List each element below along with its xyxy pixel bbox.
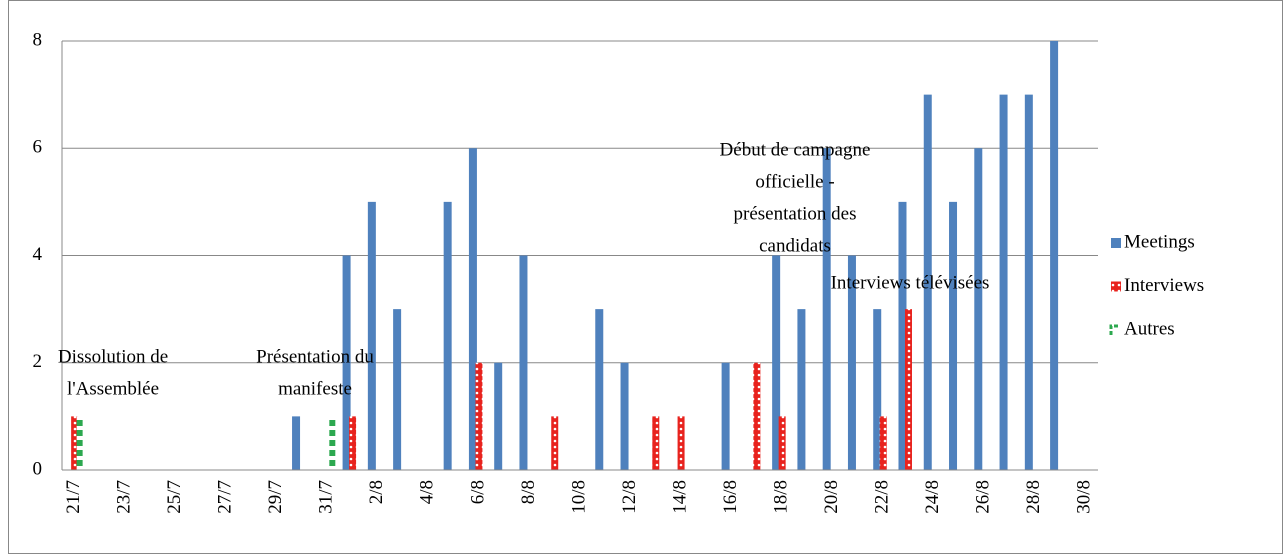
bar (974, 148, 983, 470)
bar (999, 94, 1008, 470)
bar (292, 416, 301, 470)
bar (443, 201, 452, 470)
x-tick-label: 23/7 (114, 480, 135, 514)
y-tick-label: 0 (33, 458, 43, 479)
legend-label: Interviews (1124, 275, 1204, 296)
annotation: manifeste (278, 378, 352, 399)
bar (797, 309, 806, 470)
annotation: candidats (759, 235, 831, 256)
bar (847, 255, 856, 470)
bar (904, 309, 912, 470)
x-tick-label: 31/7 (316, 480, 337, 514)
bar (468, 148, 477, 470)
bar (494, 362, 503, 470)
x-tick-label: 25/7 (164, 480, 185, 514)
annotation: Dissolution de (58, 346, 168, 367)
annotation: officielle - (755, 171, 834, 192)
x-tick-label: 16/8 (720, 480, 741, 514)
bar (393, 309, 402, 470)
bar (772, 255, 781, 470)
x-tick-label: 10/8 (568, 480, 589, 514)
bar (898, 201, 907, 470)
x-tick-label: 4/8 (417, 480, 438, 504)
bar (76, 416, 83, 470)
x-tick-label: 8/8 (518, 480, 539, 504)
x-tick-label: 26/8 (973, 480, 994, 514)
bar (721, 362, 730, 470)
x-tick-label: 24/8 (922, 480, 943, 514)
x-tick-label: 22/8 (872, 480, 893, 514)
x-tick-label: 12/8 (619, 480, 640, 514)
bar (71, 416, 79, 470)
bar (873, 309, 882, 470)
bar (519, 255, 528, 470)
bar (551, 416, 559, 470)
legend-marker (1109, 324, 1120, 335)
bar (475, 362, 483, 470)
bar (879, 416, 887, 470)
y-tick-label: 2 (33, 351, 43, 372)
bar (677, 416, 685, 470)
legend-label: Meetings (1124, 231, 1195, 252)
x-tick-label: 20/8 (821, 480, 842, 514)
y-tick-label: 6 (33, 137, 43, 158)
bar (342, 255, 351, 470)
annotation: Interviews télévisées (831, 272, 990, 293)
legend-marker (1111, 281, 1121, 292)
x-tick-label: 21/7 (63, 480, 84, 514)
annotation: Début de campagne (720, 139, 871, 160)
bar (329, 416, 336, 470)
bar (1050, 41, 1059, 470)
bar (367, 201, 376, 470)
annotation: présentation des (734, 203, 857, 224)
bar (753, 362, 761, 470)
bar (949, 201, 958, 470)
x-tick-label: 28/8 (1023, 480, 1044, 514)
bar (778, 416, 786, 470)
x-tick-label: 29/7 (265, 480, 286, 514)
bar (822, 148, 831, 470)
bar (349, 416, 357, 470)
x-tick-label: 18/8 (771, 480, 792, 514)
bar (652, 416, 660, 470)
y-tick-label: 8 (33, 29, 43, 50)
annotation: Présentation du (256, 346, 374, 367)
x-tick-label: 14/8 (669, 480, 690, 514)
bar (1024, 94, 1033, 470)
bar (595, 309, 604, 470)
x-tick-label: 2/8 (366, 480, 387, 504)
x-tick-label: 27/7 (215, 480, 236, 514)
bar (923, 94, 932, 470)
bar (620, 362, 629, 470)
y-tick-label: 4 (33, 244, 43, 265)
x-tick-label: 6/8 (467, 480, 488, 504)
chart-frame (8, 0, 1283, 554)
x-tick-label: 30/8 (1074, 480, 1095, 514)
legend-marker (1111, 238, 1121, 248)
legend-label: Autres (1124, 318, 1175, 339)
annotation: l'Assemblée (67, 378, 159, 399)
